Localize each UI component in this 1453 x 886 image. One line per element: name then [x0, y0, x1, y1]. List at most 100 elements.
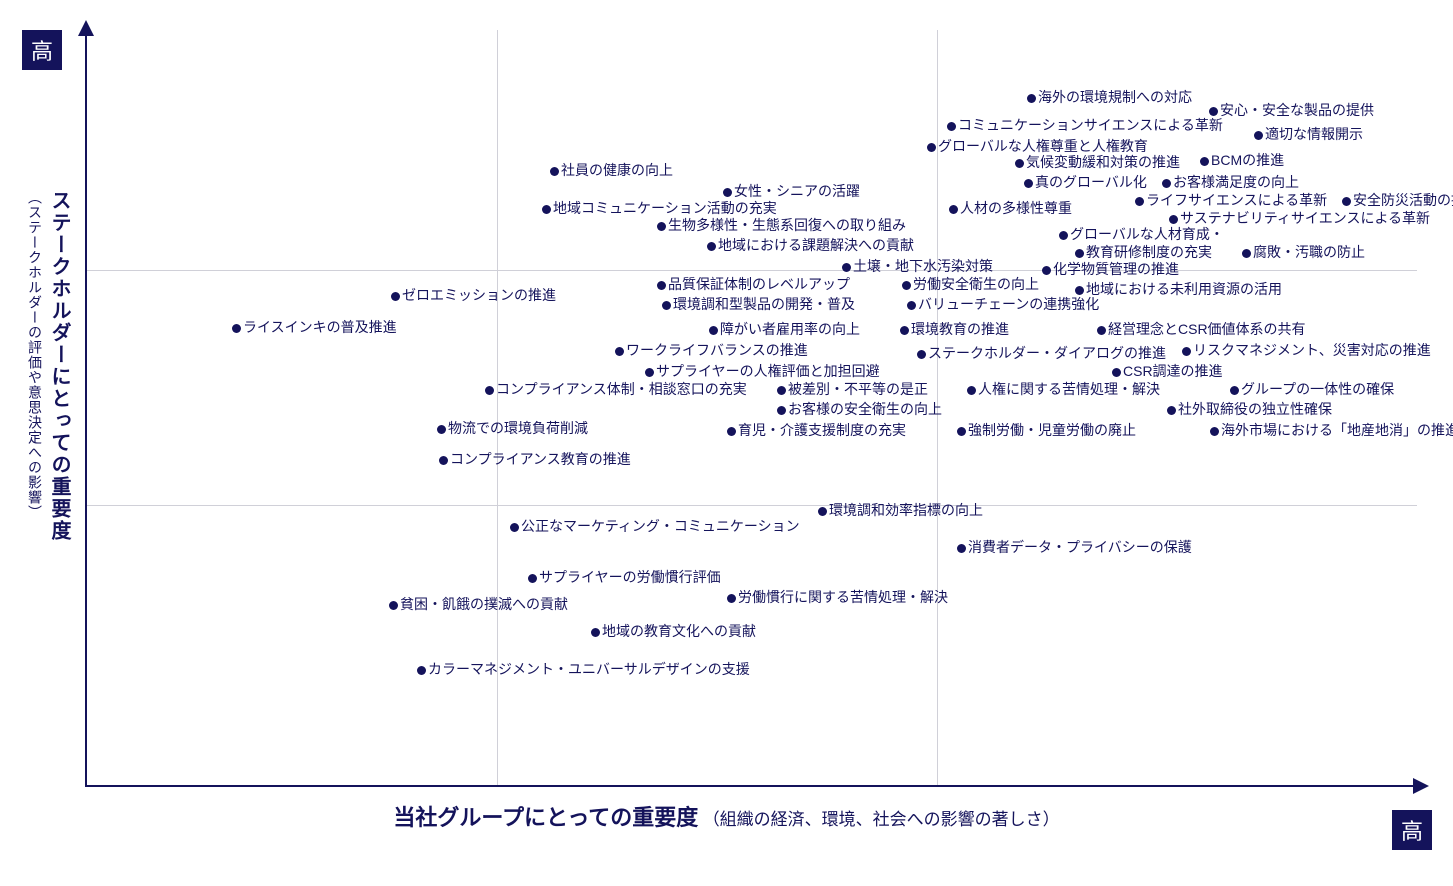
data-point: カラーマネジメント・ユニバーサルデザインの支援: [417, 662, 750, 676]
gridline-horizontal: [87, 505, 1417, 506]
dot-icon: [391, 292, 400, 301]
point-label: 環境調和効率指標の向上: [829, 502, 983, 518]
y-axis-sub: （ステークホルダーの評価や意思決定への影響）: [25, 190, 45, 542]
data-point: コンプライアンス体制・相談窓口の充実: [485, 382, 747, 396]
data-point: 化学物質管理の推進: [1042, 262, 1179, 276]
dot-icon: [528, 574, 537, 583]
point-label: 女性・シニアの活躍: [734, 183, 860, 199]
dot-icon: [550, 167, 559, 176]
data-point: 社外取締役の独立性確保: [1167, 402, 1332, 416]
dot-icon: [842, 263, 851, 272]
point-label: ステークホルダー・ダイアログの推進: [928, 345, 1166, 361]
data-point: 安心・安全な製品の提供: [1209, 103, 1374, 117]
point-label: 地域における未利用資源の活用: [1086, 281, 1282, 297]
point-label: 土壌・地下水汚染対策: [853, 258, 993, 274]
dot-icon: [1210, 427, 1219, 436]
data-point: 環境調和効率指標の向上: [818, 503, 983, 517]
data-point: ステークホルダー・ダイアログの推進: [917, 346, 1166, 360]
data-point: 海外の環境規制への対応: [1027, 90, 1192, 104]
dot-icon: [1024, 179, 1033, 188]
data-point: 生物多様性・生態系回復への取り組み: [657, 218, 906, 232]
dot-icon: [727, 594, 736, 603]
point-label: リスクマネジメント、災害対応の推進: [1193, 342, 1431, 358]
dot-icon: [542, 205, 551, 214]
data-point: コミュニケーションサイエンスによる革新: [947, 118, 1223, 132]
point-label: 労働慣行に関する苦情処理・解決: [738, 589, 948, 605]
point-label: 育児・介護支援制度の充実: [738, 422, 906, 438]
point-label: BCMの推進: [1211, 152, 1284, 168]
dot-icon: [1027, 94, 1036, 103]
point-label: 海外の環境規制への対応: [1038, 89, 1192, 105]
data-point: バリューチェーンの連携強化: [907, 297, 1099, 311]
dot-icon: [1097, 326, 1106, 335]
point-label: 腐敗・汚職の防止: [1253, 244, 1365, 260]
point-label: 地域コミュニケーション活動の充実: [553, 200, 777, 216]
dot-icon: [777, 386, 786, 395]
point-label: 安全防災活動の推進: [1353, 192, 1453, 208]
data-point: 強制労働・児童労働の廃止: [957, 423, 1136, 437]
point-label: コンプライアンス体制・相談窓口の充実: [496, 381, 747, 397]
dot-icon: [777, 406, 786, 415]
dot-icon: [1075, 286, 1084, 295]
data-point: ライフサイエンスによる革新: [1135, 193, 1327, 207]
point-label: 化学物質管理の推進: [1053, 261, 1179, 277]
dot-icon: [1075, 249, 1084, 258]
dot-icon: [1112, 368, 1121, 377]
point-label: ライフサイエンスによる革新: [1146, 192, 1327, 208]
point-label: ライスインキの普及推進: [243, 319, 397, 335]
data-point: 社員の健康の向上: [550, 163, 673, 177]
dot-icon: [510, 523, 519, 532]
dot-icon: [917, 350, 926, 359]
dot-icon: [707, 242, 716, 251]
y-axis-main: ステークホルダーにとっての重要度: [45, 190, 74, 542]
point-label: サステナビリティサイエンスによる革新: [1180, 210, 1430, 226]
data-point: 土壌・地下水汚染対策: [842, 259, 993, 273]
dot-icon: [1042, 266, 1051, 275]
point-label: 公正なマーケティング・コミュニケーション: [521, 518, 800, 534]
dot-icon: [900, 326, 909, 335]
dot-icon: [439, 456, 448, 465]
data-point: BCMの推進: [1200, 153, 1284, 167]
point-label: 消費者データ・プライバシーの保護: [968, 539, 1192, 555]
dot-icon: [1242, 249, 1251, 258]
dot-icon: [591, 628, 600, 637]
dot-icon: [1230, 386, 1239, 395]
point-label: カラーマネジメント・ユニバーサルデザインの支援: [428, 661, 750, 677]
point-label: 生物多様性・生態系回復への取り組み: [668, 217, 906, 233]
dot-icon: [727, 427, 736, 436]
data-point: サプライヤーの労働慣行評価: [528, 570, 721, 584]
point-label: 経営理念とCSR価値体系の共有: [1108, 321, 1306, 337]
point-label: 貧困・飢餓の撲滅への貢献: [400, 596, 568, 612]
dot-icon: [723, 188, 732, 197]
data-point: お客様の安全衛生の向上: [777, 402, 942, 416]
dot-icon: [1015, 159, 1024, 168]
data-point: 女性・シニアの活躍: [723, 184, 860, 198]
dot-icon: [709, 326, 718, 335]
dot-icon: [662, 301, 671, 310]
point-label: 海外市場における「地産地消」の推進: [1221, 422, 1453, 438]
dot-icon: [657, 222, 666, 231]
dot-icon: [485, 386, 494, 395]
data-point: 経営理念とCSR価値体系の共有: [1097, 322, 1306, 336]
point-label: サプライヤーの人権評価と加担回避: [656, 363, 880, 379]
data-point: 適切な情報開示: [1254, 127, 1363, 141]
dot-icon: [615, 347, 624, 356]
data-point: 人材の多様性尊重: [949, 201, 1072, 215]
high-label-top: 高: [22, 30, 62, 70]
point-label: 地域の教育文化への貢献: [602, 623, 756, 639]
data-point: 品質保証体制のレベルアップ: [657, 277, 850, 291]
point-label: コミュニケーションサイエンスによる革新: [958, 117, 1223, 133]
x-axis-main: 当社グループにとっての重要度: [393, 805, 698, 830]
point-label: 気候変動緩和対策の推進: [1026, 154, 1180, 170]
dot-icon: [389, 601, 398, 610]
point-label: コンプライアンス教育の推進: [450, 451, 631, 467]
data-point: 育児・介護支援制度の充実: [727, 423, 906, 437]
x-axis-label: 当社グループにとっての重要度 （組織の経済、環境、社会への影響の著しさ）: [0, 800, 1453, 832]
data-point: 人権に関する苦情処理・解決: [967, 382, 1160, 396]
dot-icon: [1182, 347, 1191, 356]
data-point: 物流での環境負荷削減: [437, 421, 588, 435]
dot-icon: [1342, 197, 1351, 206]
point-label: グローバルな人材育成・: [1070, 226, 1224, 242]
point-label: 適切な情報開示: [1265, 126, 1363, 142]
dot-icon: [1059, 231, 1068, 240]
